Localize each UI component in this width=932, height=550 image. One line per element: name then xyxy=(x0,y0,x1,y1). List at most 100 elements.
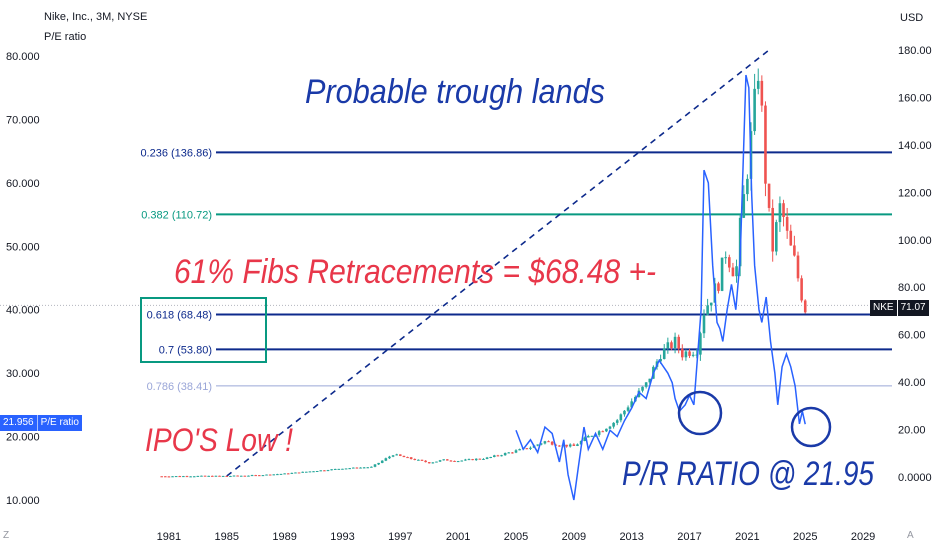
candle-body xyxy=(760,80,764,106)
candle-body xyxy=(482,458,485,460)
candle-body xyxy=(594,434,597,436)
candle-body xyxy=(699,333,702,355)
candle-body xyxy=(435,461,438,463)
candle-body xyxy=(550,441,554,445)
candle-body xyxy=(211,475,214,477)
left-tick-label: 60.000 xyxy=(6,178,40,190)
candle-body xyxy=(182,476,185,478)
candle-body xyxy=(587,436,590,438)
x-tick-label: 2025 xyxy=(793,531,817,543)
candle-body xyxy=(221,475,225,477)
corner-right-label[interactable]: A xyxy=(907,530,914,541)
candle-body xyxy=(174,476,178,478)
candle-body xyxy=(333,468,337,470)
left-tick-label: 70.000 xyxy=(6,114,40,126)
candle-body xyxy=(446,459,449,461)
candle-body xyxy=(214,475,218,477)
candle-body xyxy=(601,431,605,433)
candle-body xyxy=(301,471,304,473)
candle-body xyxy=(518,449,521,451)
x-tick-label: 1985 xyxy=(215,531,239,543)
candle-body xyxy=(243,475,247,477)
ratio-annotation: P/R RATIO @ 21.95 xyxy=(622,455,874,493)
pe-value-tag: 21.956 P/E ratio xyxy=(0,415,82,431)
x-tick-label: 2017 xyxy=(677,531,701,543)
candle-body xyxy=(728,257,731,268)
candle-body xyxy=(717,283,720,291)
candle-body xyxy=(286,473,290,475)
candle-body xyxy=(612,422,615,427)
candle-body xyxy=(709,302,713,306)
x-tick-label: 2009 xyxy=(562,531,586,543)
candle-body xyxy=(185,476,189,478)
candle-body xyxy=(782,203,785,217)
candle-body xyxy=(677,336,680,349)
candle-body xyxy=(189,476,192,478)
candle-body xyxy=(370,466,373,468)
candle-body xyxy=(330,469,333,471)
x-tick-label: 1989 xyxy=(272,531,296,543)
candle-body xyxy=(258,475,261,477)
candle-body xyxy=(456,461,460,463)
candle-body xyxy=(724,257,727,259)
candle-body xyxy=(731,267,735,277)
candle-body xyxy=(688,351,691,356)
candle-body xyxy=(312,471,315,473)
candle-body xyxy=(572,444,576,446)
left-tick-label: 10.000 xyxy=(6,495,40,507)
candle-body xyxy=(496,455,500,457)
candle-body xyxy=(315,471,319,473)
candle-body xyxy=(276,474,279,476)
candle-body xyxy=(641,386,644,391)
candle-body xyxy=(344,468,348,470)
candle-body xyxy=(449,460,453,462)
candle-body xyxy=(576,444,579,446)
candle-body xyxy=(427,462,431,464)
right-tick-label: 140.00 xyxy=(898,140,932,152)
candle-body xyxy=(720,257,724,291)
candle-body xyxy=(160,476,163,478)
candle-body xyxy=(615,420,619,423)
x-axis-layer: 1981 1985 1989 1993 1997 2001 2005 2009 2013 2017… xyxy=(157,531,876,543)
candle-body xyxy=(608,426,612,429)
left-tick-label: 40.000 xyxy=(6,305,40,317)
candle-body xyxy=(402,455,406,458)
candle-body xyxy=(417,459,420,461)
candle-body xyxy=(192,476,196,478)
candle-body xyxy=(478,458,482,460)
candle-body xyxy=(355,467,359,469)
price-symbol: NKE xyxy=(873,302,894,313)
x-tick-label: 1997 xyxy=(388,531,412,543)
candle-body xyxy=(547,441,550,443)
candle-body xyxy=(742,194,746,218)
candle-body xyxy=(626,407,630,411)
trendline-layer xyxy=(226,49,770,477)
candle-body xyxy=(164,476,167,478)
candle-body xyxy=(409,457,413,459)
candle-body xyxy=(673,336,677,348)
candle-body xyxy=(341,468,344,470)
corner-left-label[interactable]: Z xyxy=(3,530,10,541)
candle-body xyxy=(565,444,568,447)
candle-body xyxy=(702,314,706,334)
candle-body xyxy=(529,447,532,449)
right-tick-label: 40.00 xyxy=(898,377,926,389)
right-tick-label: 100.00 xyxy=(898,235,932,247)
candle-body xyxy=(294,472,297,474)
candle-body xyxy=(431,462,435,464)
candle-body xyxy=(778,203,782,223)
candle-body xyxy=(200,475,203,477)
candle-body xyxy=(279,473,283,475)
candle-body xyxy=(648,378,652,383)
pe-trough-circle-2024 xyxy=(790,406,832,448)
candle-body xyxy=(543,441,547,444)
candle-body xyxy=(507,452,511,454)
candle-body xyxy=(413,458,417,461)
candle-body xyxy=(662,348,666,360)
candle-body xyxy=(232,475,236,477)
candle-body xyxy=(666,342,670,349)
candle-body xyxy=(464,459,467,461)
candle-body xyxy=(218,475,221,477)
candle-body xyxy=(514,450,518,453)
